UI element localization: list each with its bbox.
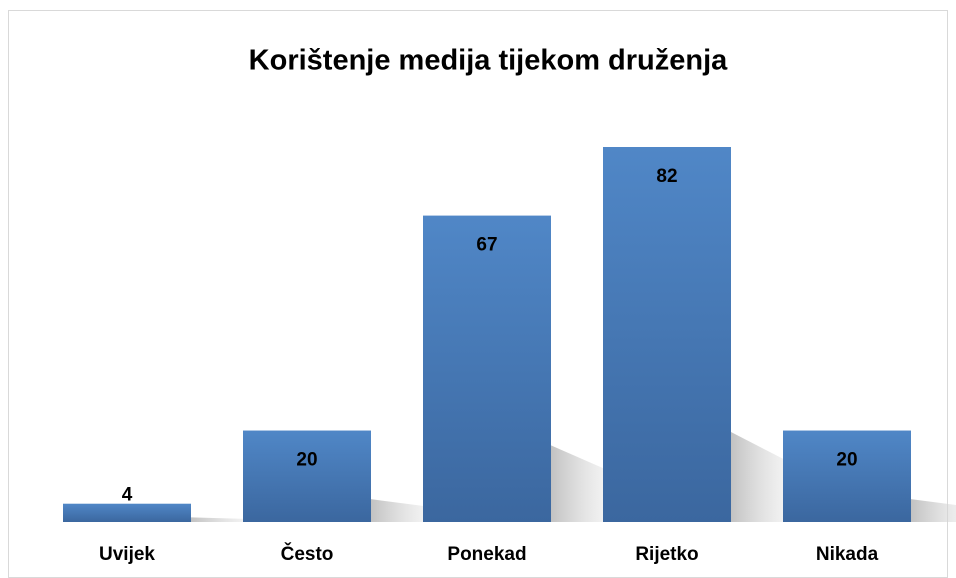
x-tick-label: Nikada — [816, 544, 879, 565]
x-tick-label: Uvijek — [99, 544, 155, 565]
data-label: 4 — [122, 485, 133, 506]
bar — [603, 147, 731, 522]
bar — [63, 503, 191, 522]
bar — [423, 215, 551, 522]
data-label: 82 — [656, 166, 677, 187]
bar-shadow — [911, 499, 956, 522]
bar — [783, 430, 911, 522]
chart-title: Korištenje medija tijekom druženja — [249, 45, 728, 77]
data-label: 20 — [296, 450, 317, 471]
data-label: 67 — [476, 235, 497, 256]
data-label: 20 — [836, 450, 857, 471]
bar — [243, 430, 371, 522]
x-tick-label: Često — [281, 543, 334, 565]
x-tick-label: Rijetko — [635, 544, 698, 565]
x-tick-label: Ponekad — [447, 544, 526, 565]
